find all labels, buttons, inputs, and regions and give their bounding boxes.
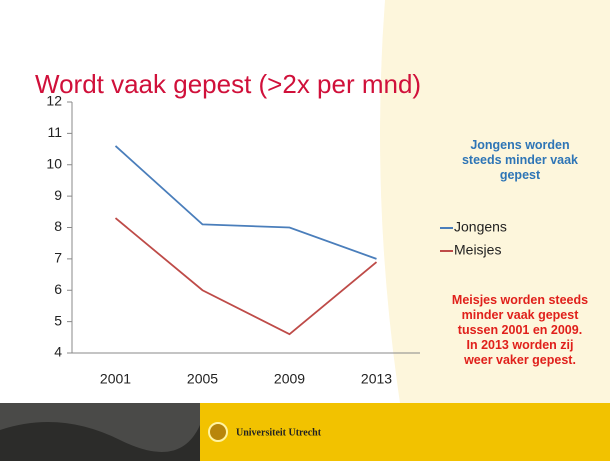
- y-tick-label: 7: [54, 250, 62, 266]
- chart-title: Wordt vaak gepest (>2x per mnd): [35, 69, 421, 99]
- y-tick-label: 12: [46, 93, 62, 109]
- footer-photo-shade: [0, 422, 200, 461]
- footer-text: Universiteit Utrecht: [236, 427, 322, 438]
- x-tick-label: 2013: [361, 371, 392, 387]
- y-tick-label: 11: [47, 124, 62, 140]
- legend-label: Jongens: [454, 219, 507, 235]
- line: [114, 145, 377, 260]
- y-tick-label: 5: [54, 312, 62, 328]
- y-tick-label: 9: [54, 187, 62, 203]
- y-tick-label: 4: [54, 344, 62, 360]
- logo: [208, 422, 228, 442]
- x-tick-label: 2005: [187, 371, 218, 387]
- annotation: Jongens worden steeds minder vaak gepest: [461, 138, 579, 182]
- accent-panel: [380, 0, 610, 403]
- y-tick-label: 6: [54, 281, 62, 297]
- line: [114, 217, 378, 336]
- annotation: Meisjes worden steeds minder vaak gepest…: [451, 293, 589, 367]
- x-tick-label: 2001: [100, 371, 131, 387]
- y-tick-label: 8: [54, 218, 62, 234]
- y-tick-label: 10: [46, 155, 62, 171]
- x-tick-label: 2009: [274, 371, 305, 387]
- legend-label: Meisjes: [454, 242, 501, 258]
